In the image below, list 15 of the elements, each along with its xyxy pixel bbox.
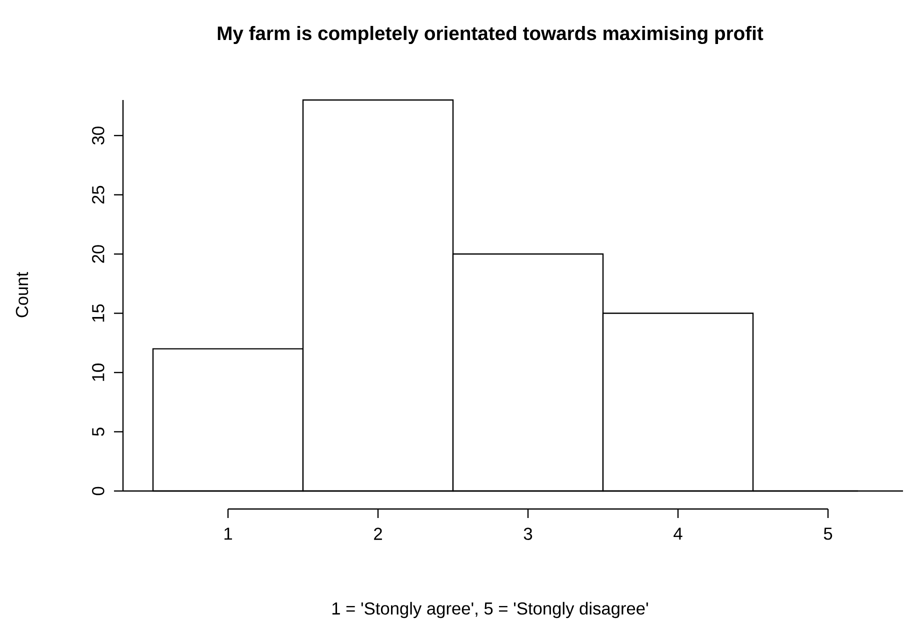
y-axis-title: Count (16, 272, 28, 318)
y-tick-label: 0 (92, 486, 104, 496)
x-tick-label: 3 (524, 528, 532, 540)
y-tick-label: 25 (92, 186, 104, 204)
x-tick-label: 2 (374, 528, 382, 540)
x-tick-label: 4 (674, 528, 682, 540)
chart-title: My farm is completely orientated towards maximising profit (218, 26, 764, 44)
y-tick-label: 5 (92, 428, 104, 436)
x-axis-title: 1 = 'Stongly agree', 5 = 'Stongly disagree' (332, 602, 648, 618)
y-tick-label: 20 (92, 245, 104, 263)
y-tick-label: 15 (92, 304, 104, 322)
y-tick-label: 10 (92, 364, 104, 381)
x-tick-label: 5 (824, 528, 832, 540)
x-tick-label: 1 (224, 528, 232, 540)
y-tick-label: 30 (92, 126, 104, 145)
